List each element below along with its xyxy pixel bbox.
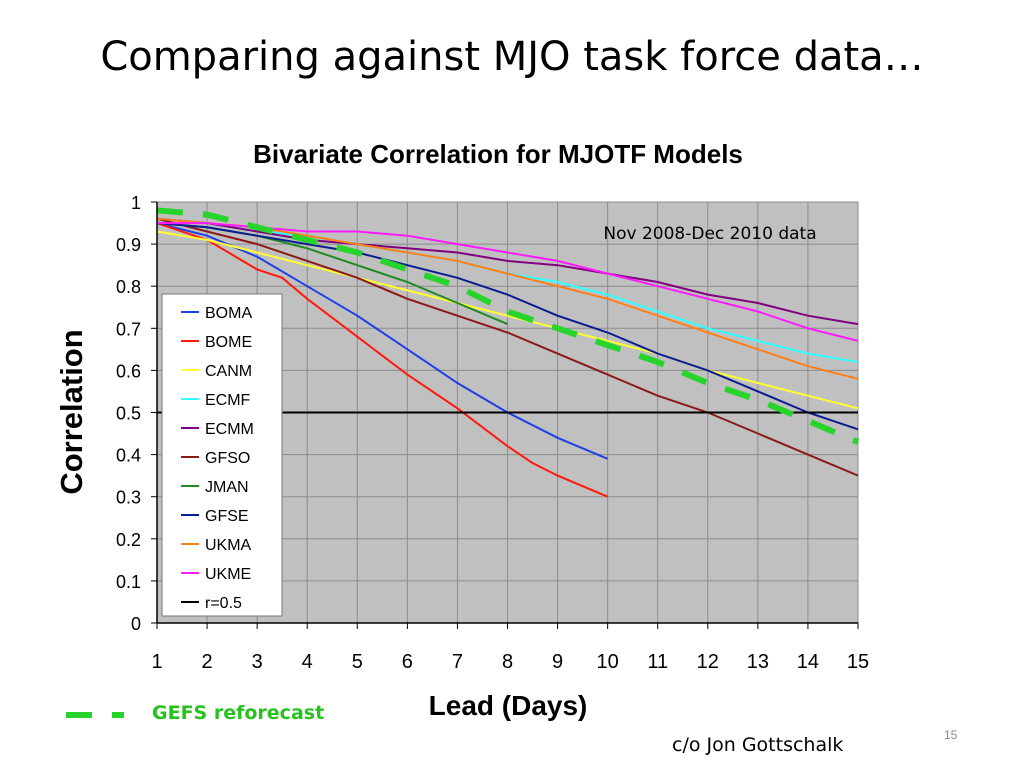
x-tick-labels: 1 2 3 4 5 6 7 8 9 10 11 12 13 14 15 [151,651,869,673]
gefs-legend-dash [66,712,92,718]
y-tick-label: 0.6 [116,361,141,381]
slide-title: Comparing against MJO task force data… [100,34,924,80]
axes [151,201,859,629]
x-tick-label: 8 [502,651,513,673]
x-tick-label: 5 [352,651,363,673]
series-line-gfse [156,222,859,431]
y-tick-label: 0 [131,614,141,634]
y-tick-label: 0.7 [116,319,141,339]
legend-label: UKME [205,566,251,583]
chart-title: Bivariate Correlation for MJOTF Models [253,139,743,169]
x-tick-label: 15 [847,651,869,673]
x-tick-label: 9 [552,651,563,673]
y-tick-label: 1 [131,193,141,213]
series-line-ecmm [156,217,859,326]
x-tick-label: 10 [597,651,619,673]
x-tick-label: 14 [797,651,819,673]
gefs-legend-dash [112,712,124,718]
series-line-canm [156,230,859,410]
series-line-gfso [156,217,859,477]
x-tick-label: 1 [151,651,162,673]
y-tick-label: 0.4 [116,446,141,466]
x-tick-label: 6 [402,651,413,673]
series-line-ukme [157,222,859,342]
legend-box [161,293,283,617]
page-number: 15 [944,728,958,742]
y-tick-label: 0.3 [116,488,141,508]
x-tick-label: 11 [647,651,668,673]
legend-label: GFSO [205,450,250,467]
series-line-gefs-reforecast [156,207,860,445]
y-axis-label: Correlation [54,329,89,494]
x-tick-label: 13 [747,651,769,673]
x-tick-label: 12 [697,651,719,673]
legend-label: BOME [205,334,252,351]
y-tick-label: 0.8 [116,277,141,297]
legend-label: GFSE [205,508,249,525]
y-tick-label: 0.1 [116,572,141,592]
legend-label: r=0.5 [205,595,242,612]
y-tick-label: 0.9 [116,235,141,255]
chart-legend: BOMA BOME CANM ECMF ECMM GFSO JMAN GFSE UKMA UKME… [161,293,283,617]
x-tick-label: 2 [202,651,213,673]
y-tick-label: 0.2 [116,530,141,550]
legend-label: ECMM [205,421,254,438]
credit-text: c/o Jon Gottschalk [672,734,844,756]
legend-label: BOMA [205,305,252,322]
x-tick-label: 7 [452,651,463,673]
x-tick-label: 4 [302,651,313,673]
legend-label: CANM [205,363,252,380]
legend-label: ECMF [205,392,251,409]
x-tick-label: 3 [252,651,263,673]
y-tick-labels: 0 0.1 0.2 0.3 0.4 0.5 0.6 0.7 0.8 0.9 1 [116,193,141,634]
x-axis-label: Lead (Days) [429,690,588,721]
legend-label: UKMA [205,537,252,554]
series-line-ukma [156,217,859,380]
chart-annotation: Nov 2008-Dec 2010 data [603,224,816,244]
y-tick-label: 0.5 [116,404,141,424]
gefs-legend-label: GEFS reforecast [152,702,325,724]
series-line-bome [156,222,608,498]
gefs-reforecast-legend: GEFS reforecast [66,700,366,730]
series-lines [156,207,860,498]
legend-label: JMAN [205,479,249,496]
